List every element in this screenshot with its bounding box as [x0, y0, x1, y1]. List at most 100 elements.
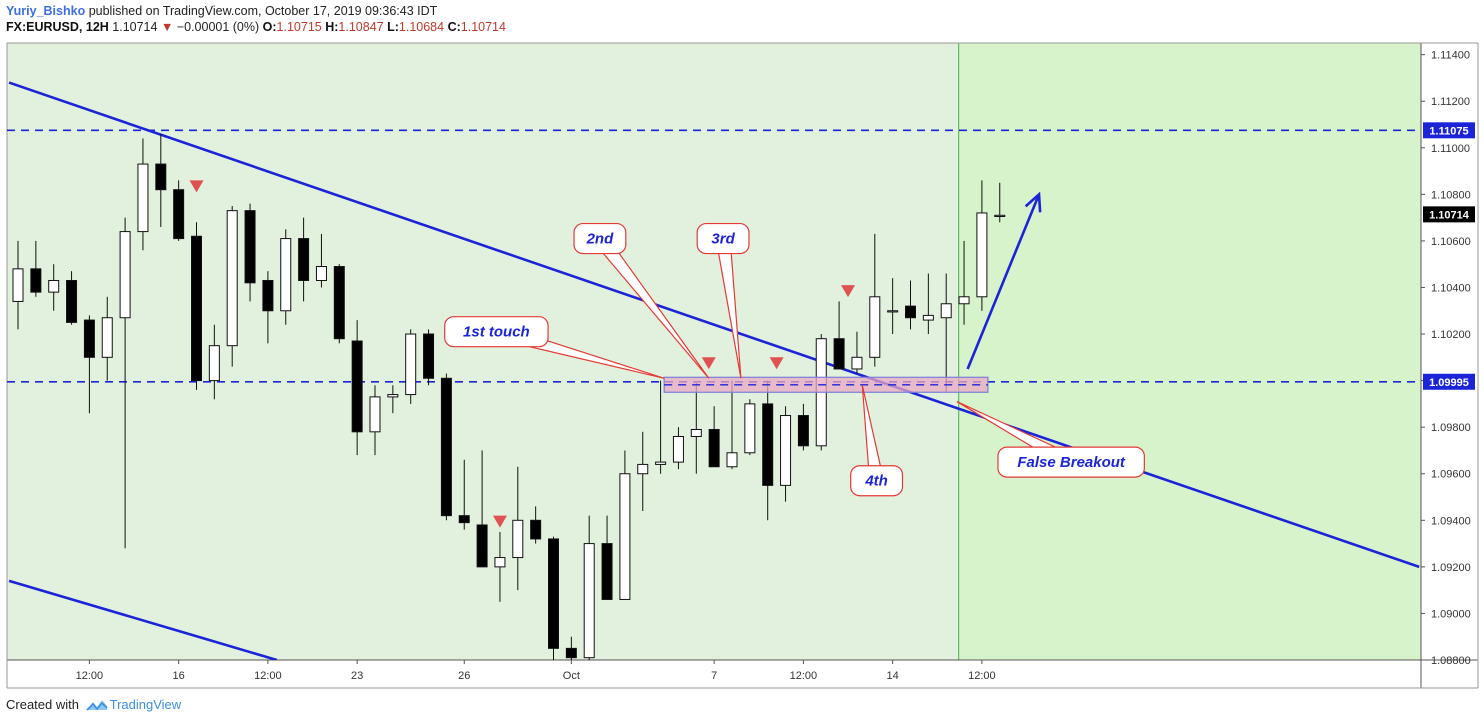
bull-candle-body [315, 266, 327, 281]
bear-candle-body [565, 647, 577, 659]
callout-label: 1st touch [463, 324, 530, 341]
tradingview-logo-icon [86, 700, 108, 711]
callout-label: 4th [864, 473, 888, 490]
candle [690, 382, 702, 474]
candle [601, 515, 613, 600]
candle [940, 273, 952, 393]
candle [797, 403, 809, 451]
candle [869, 233, 881, 367]
bear-candle-body [66, 279, 78, 323]
x-tick-label: Oct [563, 670, 580, 682]
author-name[interactable]: Yuriy_Bishko [6, 4, 86, 18]
footer: Created with TradingView [6, 697, 181, 712]
open-label: O: [262, 20, 277, 34]
candle [351, 320, 363, 456]
candle [137, 138, 149, 251]
header-line-2: FX:EURUSD, 12H 1.10714 ▼ −0.00001 (0%) O… [6, 19, 506, 35]
candle [922, 273, 934, 335]
callout-box [444, 316, 549, 348]
candle [119, 217, 131, 549]
bull-candle-body [780, 415, 792, 486]
candle [405, 329, 417, 404]
bull-candle-body [922, 314, 934, 321]
current-price-badge [1423, 206, 1475, 223]
candle [155, 133, 167, 227]
candle [333, 264, 345, 344]
y-tick-label: 1.10600 [1431, 236, 1471, 248]
plot-background-right [958, 43, 1421, 660]
header-line-1: Yuriy_Bishko published on TradingView.co… [6, 3, 506, 19]
support-price-badge [1423, 373, 1475, 390]
x-tick-label: 12:00 [790, 670, 818, 682]
y-tick-label: 1.09400 [1431, 515, 1471, 527]
candle [423, 329, 435, 386]
down-triangle-marker [492, 515, 507, 528]
bear-candle-body [905, 305, 916, 319]
candle [672, 427, 684, 470]
bull-candle-body [619, 473, 631, 600]
candle [619, 450, 631, 600]
candle [458, 459, 470, 530]
bull-candle-body [101, 317, 113, 358]
bear-candle-body [351, 340, 363, 433]
candle [780, 406, 792, 502]
open-value: 1.10715 [276, 20, 322, 34]
symbol-label: FX:EURUSD, 12H [6, 20, 109, 34]
bull-candle-body [208, 345, 220, 382]
callout-label: 2nd [586, 231, 615, 248]
y-tick-label: 1.10800 [1431, 189, 1471, 201]
x-tick-label: 7 [711, 670, 717, 682]
tradingview-brand[interactable]: TradingView [109, 697, 182, 712]
chart-header: Yuriy_Bishko published on TradingView.co… [6, 3, 506, 35]
bull-candle-body [48, 279, 60, 293]
candle [387, 385, 399, 414]
trendline-2 [8, 579, 278, 660]
y-tick-label: 1.09000 [1431, 608, 1471, 620]
bull-candle-body [672, 435, 684, 463]
x-tick-label: 12:00 [968, 670, 996, 682]
candle [298, 217, 310, 302]
close-value: 1.10714 [460, 20, 506, 34]
x-tick-label: 23 [351, 670, 363, 682]
y-tick-label: 1.09600 [1431, 469, 1471, 481]
bull-candle-body [869, 296, 881, 358]
bear-candle-body [298, 238, 310, 281]
bear-candle-body [262, 279, 274, 312]
bear-candle-body [30, 268, 42, 293]
candle [494, 531, 506, 602]
bull-candle-body [655, 461, 667, 465]
current-price-text: 1.10714 [1429, 209, 1470, 221]
callout-box [696, 222, 750, 255]
callout-label: False Breakout [1017, 454, 1126, 471]
bull-candle-body [137, 163, 149, 233]
bear-candle-body [762, 403, 774, 486]
bear-candle-body [83, 319, 95, 358]
candle [530, 506, 542, 544]
candle [226, 205, 238, 367]
bull-candle-body [994, 214, 1006, 217]
candle [976, 180, 988, 311]
bear-candle-body [423, 333, 435, 379]
resistance-price-text: 1.11075 [1429, 125, 1468, 137]
bull-candle-body [512, 519, 524, 559]
support-price-text: 1.09995 [1429, 377, 1469, 389]
bear-candle-body [173, 189, 185, 240]
callout-label: 3rd [711, 231, 735, 248]
candle [762, 380, 774, 521]
down-triangle-marker [841, 285, 856, 298]
candle [958, 240, 970, 325]
bull-candle-body [940, 303, 952, 319]
high-label: H: [325, 20, 339, 34]
published-text: published on TradingView.com, October 17… [88, 4, 438, 18]
bear-candle-body [548, 538, 559, 649]
y-tick-label: 1.09200 [1431, 562, 1471, 574]
y-tick-label: 1.09800 [1431, 422, 1471, 434]
callout: 1st touch [444, 316, 665, 379]
candle [655, 380, 667, 474]
resistance-price-badge [1423, 122, 1475, 139]
bull-candle-body [637, 463, 649, 475]
y-tick-label: 1.11000 [1431, 143, 1470, 155]
plot-area [7, 81, 1421, 660]
candle [280, 229, 292, 325]
